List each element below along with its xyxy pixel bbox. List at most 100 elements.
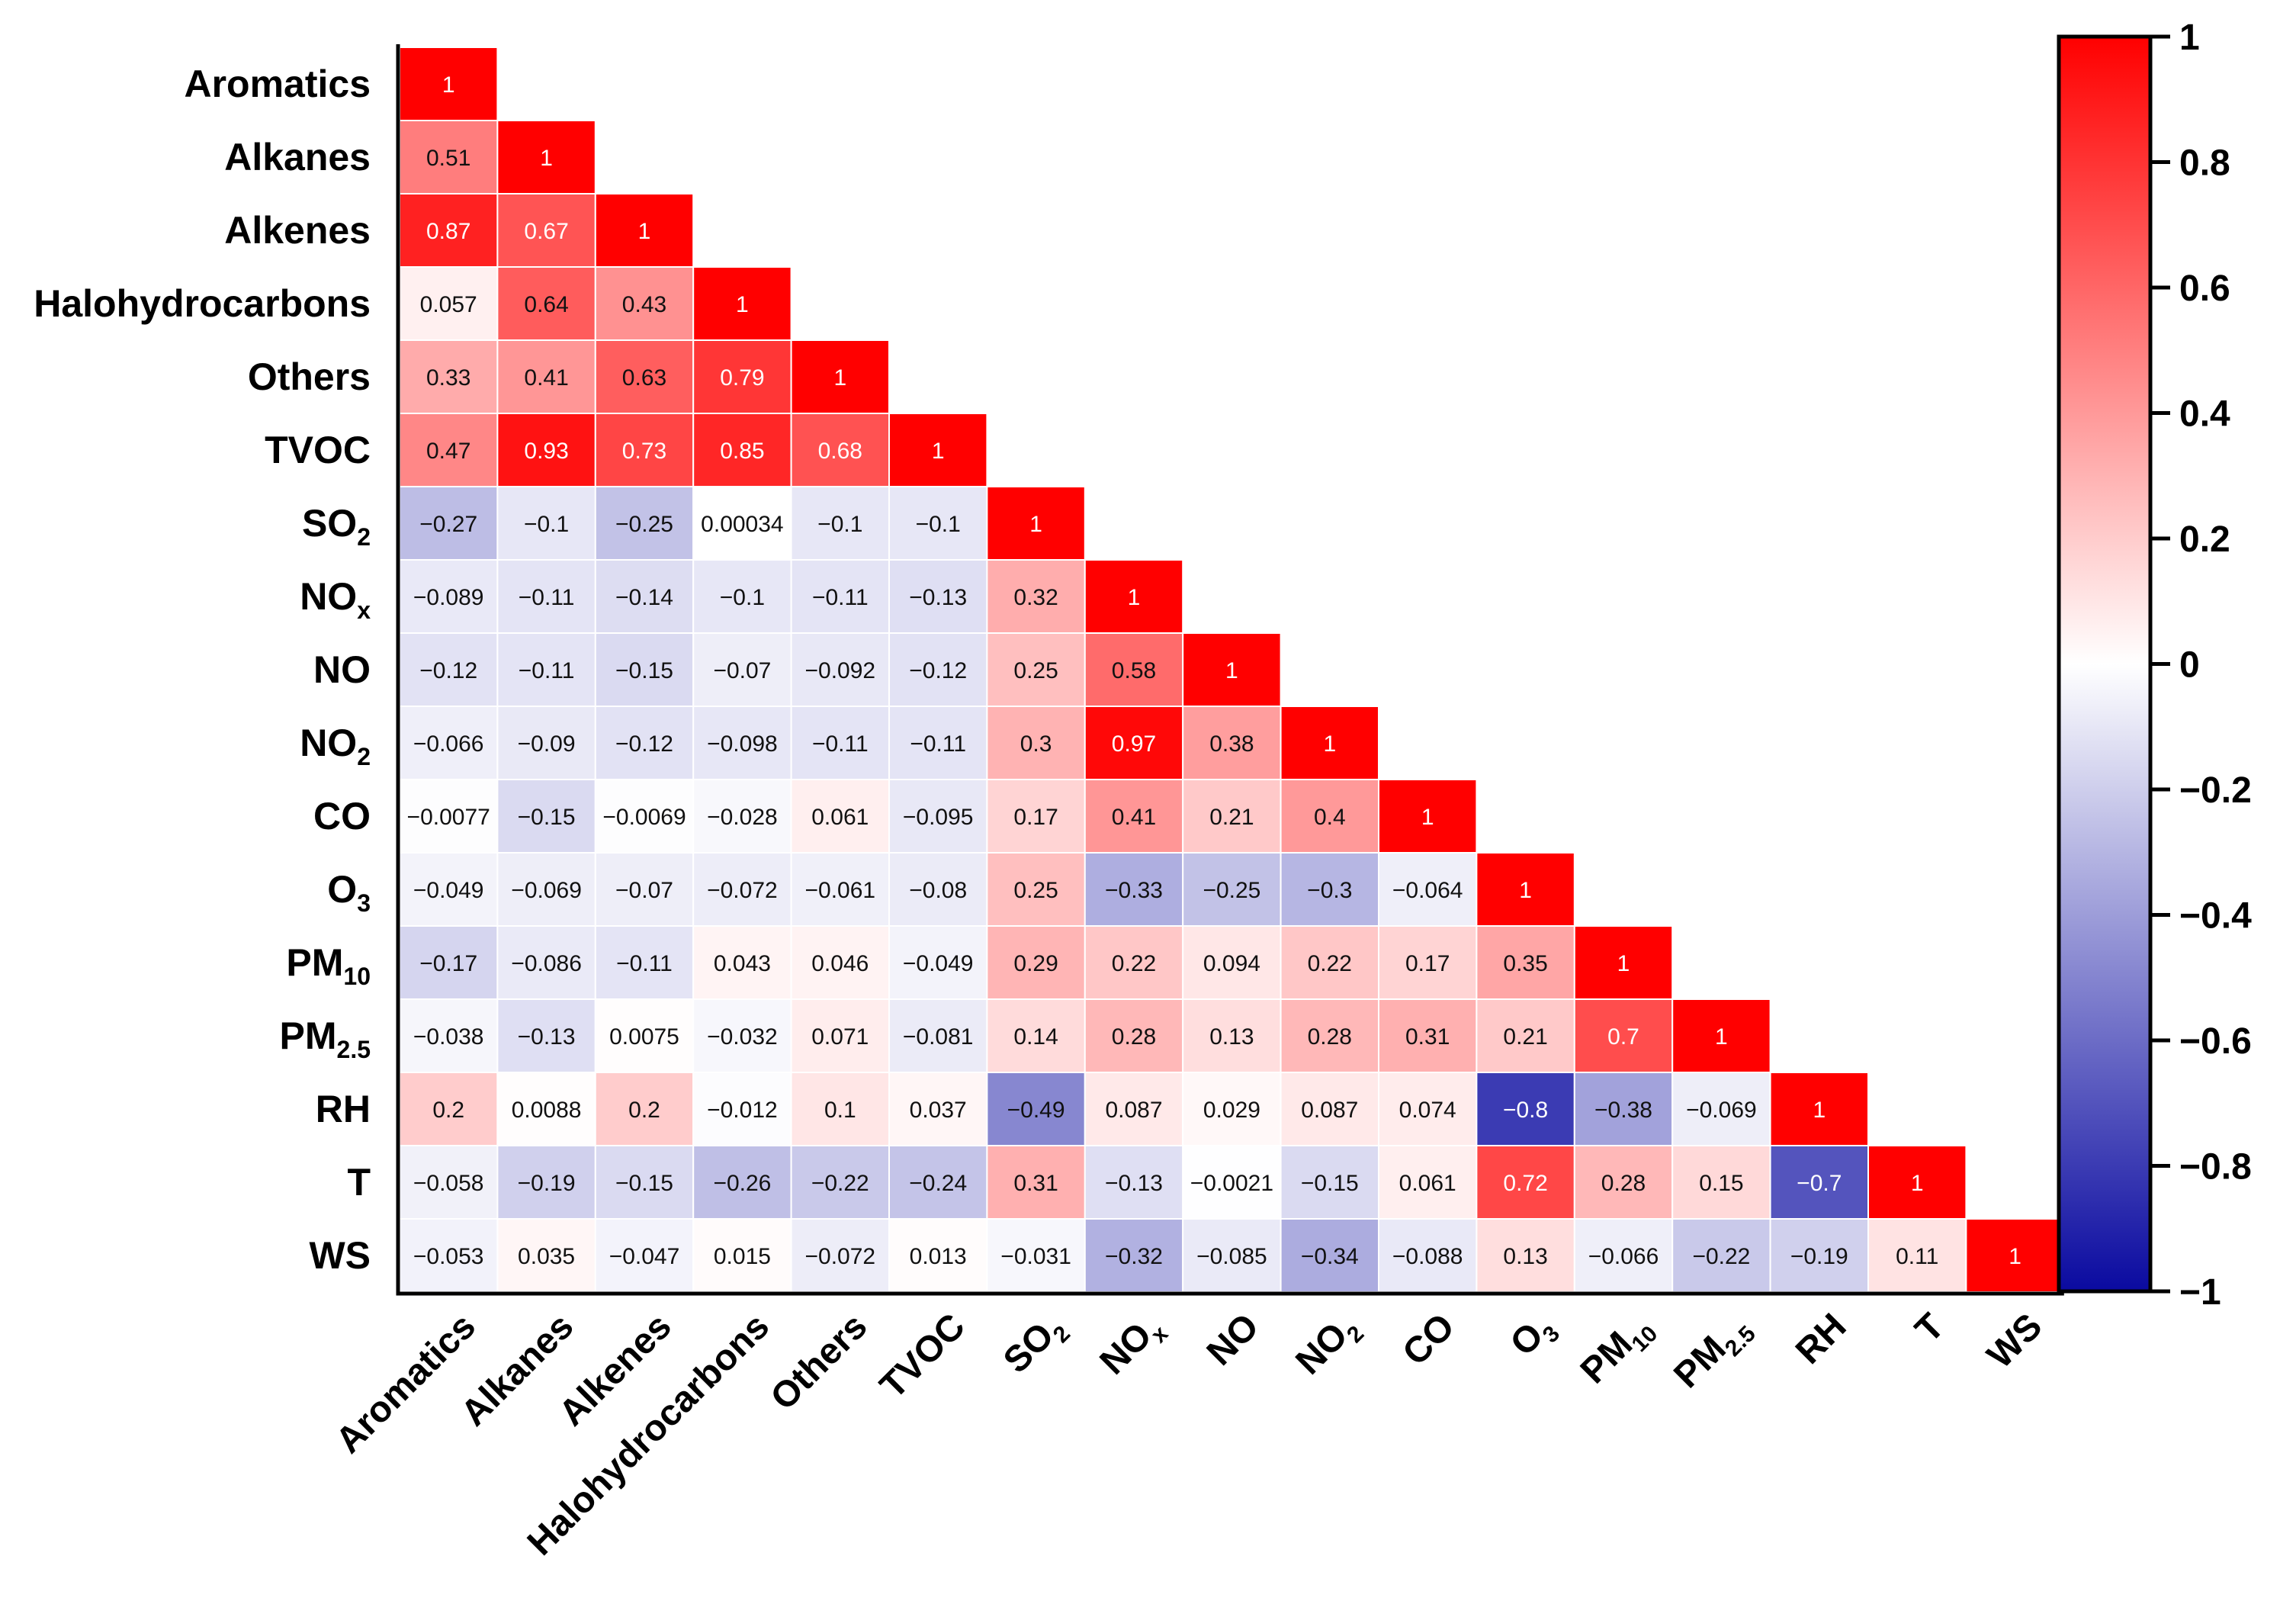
heatmap-cell <box>790 706 890 780</box>
row-label: Aromatics <box>184 63 371 105</box>
label-text: O <box>1503 1315 1552 1364</box>
cell-value-label: −0.11 <box>519 585 575 610</box>
label-text: T <box>1908 1306 1952 1350</box>
heatmap-cell <box>692 998 792 1073</box>
heatmap-cell <box>496 413 596 487</box>
cell-value-label: 1 <box>736 292 749 317</box>
column-label: NOx <box>1093 1306 1174 1387</box>
label-text: PM <box>1573 1324 1640 1391</box>
label-text: PM <box>1666 1329 1733 1396</box>
cell-value-label: 0.13 <box>1503 1244 1547 1269</box>
heatmap-cell <box>594 193 695 268</box>
cell-value-label: 0.17 <box>1013 805 1058 830</box>
heatmap-cell <box>692 339 792 414</box>
heatmap-cell <box>1280 1218 1379 1293</box>
heatmap-cell <box>1280 1072 1379 1146</box>
heatmap-cell <box>496 852 596 927</box>
cell-value-label: −0.13 <box>518 1024 576 1050</box>
colorbar-tick-label: 0.2 <box>2179 519 2230 560</box>
colorbar-tick-label: −0.4 <box>2179 896 2252 937</box>
heatmap-cell <box>692 486 792 561</box>
heatmap-cell <box>1084 1145 1184 1220</box>
label-text: Halohydrocarbons <box>34 282 371 325</box>
heatmap-cells: 10.51 10.87 0.67 10.057 0.64 0.43 10.33 0.41 0.6… <box>399 47 2065 1293</box>
heatmap-cell <box>496 1072 596 1146</box>
cell-value-label: 0.22 <box>1112 951 1156 976</box>
cell-value-label: 0.41 <box>1112 805 1156 830</box>
heatmap-cell <box>692 1145 792 1220</box>
cell-value-label: −0.12 <box>909 658 967 683</box>
colorbar-tick-label: 0.4 <box>2179 394 2230 435</box>
cell-value-label: 0.43 <box>622 292 666 317</box>
cell-value-label: 0.85 <box>720 439 764 464</box>
colorbar-tick-label: −0.8 <box>2179 1147 2252 1188</box>
heatmap-cell <box>986 1218 1086 1293</box>
cell-value-label: −0.098 <box>707 731 778 757</box>
heatmap-cell <box>888 925 988 1000</box>
heatmap-cell <box>1769 1218 1870 1293</box>
cell-value-label: 1 <box>1617 951 1630 976</box>
heatmap-cell <box>1182 779 1282 854</box>
column-label: WS <box>1980 1306 2050 1376</box>
cell-value-label: −0.8 <box>1503 1098 1548 1123</box>
label-text: NO <box>313 648 371 691</box>
cell-value-label: −0.15 <box>1301 1171 1359 1196</box>
cell-value-label: −0.3 <box>1307 878 1352 903</box>
label-text: SO <box>302 502 357 545</box>
heatmap-cell <box>1476 1145 1575 1220</box>
heatmap-cell <box>496 706 596 780</box>
row-label: TVOC <box>265 429 371 471</box>
label-text: TVOC <box>265 429 371 471</box>
heatmap-cell <box>496 1218 596 1293</box>
cell-value-label: −0.089 <box>413 585 484 610</box>
cell-value-label: 0.93 <box>524 439 568 464</box>
heatmap-cell <box>496 1145 596 1220</box>
column-label: CO <box>1395 1306 1463 1373</box>
cell-value-label: −0.069 <box>1686 1098 1757 1123</box>
heatmap-cell <box>692 266 792 341</box>
cell-value-label: −0.047 <box>609 1244 680 1269</box>
cell-value-label: −0.031 <box>1000 1244 1071 1269</box>
heatmap-cell <box>1378 925 1478 1000</box>
cell-value-label: −0.032 <box>707 1024 778 1050</box>
cell-value-label: −0.26 <box>713 1171 771 1196</box>
label-text: Alkanes <box>224 136 371 178</box>
cell-value-label: −0.12 <box>615 731 673 757</box>
heatmap-cell <box>1867 1145 1967 1220</box>
cell-value-label: 1 <box>442 72 455 98</box>
cell-value-label: −0.069 <box>511 878 582 903</box>
cell-value-label: 0.029 <box>1203 1098 1260 1123</box>
cell-value-label: 1 <box>1911 1171 1924 1196</box>
cell-value-label: −0.17 <box>419 951 477 976</box>
cell-value-label: −0.085 <box>1196 1244 1267 1269</box>
cell-value-label: −0.058 <box>413 1171 484 1196</box>
cell-value-label: 0.28 <box>1112 1024 1156 1050</box>
label-text: SO <box>996 1315 1062 1381</box>
label-text: Alkenes <box>224 209 371 252</box>
cell-value-label: −0.14 <box>615 585 673 610</box>
row-label: Others <box>248 355 371 398</box>
heatmap-cell <box>594 998 695 1073</box>
heatmap-cell <box>496 339 596 414</box>
cell-value-label: −0.053 <box>413 1244 484 1269</box>
cell-value-label: −0.33 <box>1105 878 1163 903</box>
cell-value-label: −0.09 <box>518 731 576 757</box>
row-label: RH <box>316 1088 371 1130</box>
label-text: Others <box>763 1306 875 1418</box>
heatmap-cell <box>496 486 596 561</box>
cell-value-label: −0.086 <box>511 951 582 976</box>
cell-value-label: −0.028 <box>707 805 778 830</box>
heatmap-cell <box>1573 1218 1674 1293</box>
cell-value-label: 0.2 <box>628 1098 660 1123</box>
cell-value-label: −0.19 <box>518 1171 576 1196</box>
heatmap-cell <box>888 852 988 927</box>
column-label: RH <box>1788 1306 1854 1371</box>
label-text: TVOC <box>872 1306 973 1406</box>
heatmap-cell <box>1182 852 1282 927</box>
heatmap-cell <box>1182 998 1282 1073</box>
cell-value-label: 1 <box>1421 805 1434 830</box>
cell-value-label: −0.15 <box>615 658 673 683</box>
label-text: RH <box>1788 1306 1854 1371</box>
heatmap-cell <box>692 706 792 780</box>
